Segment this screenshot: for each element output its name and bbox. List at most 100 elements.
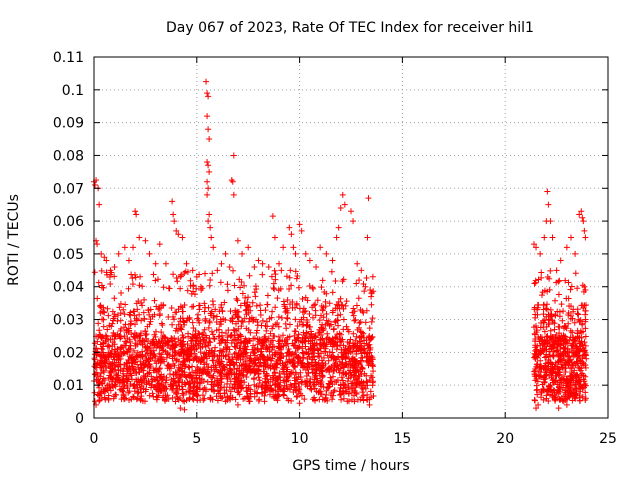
data-point bbox=[245, 385, 252, 392]
data-point bbox=[366, 334, 373, 341]
data-point bbox=[116, 353, 123, 360]
data-point bbox=[537, 349, 544, 356]
data-point bbox=[97, 373, 104, 380]
data-point bbox=[559, 397, 566, 404]
data-point bbox=[239, 371, 246, 378]
y-axis-label: ROTI / TECUs bbox=[6, 194, 22, 286]
data-point bbox=[197, 283, 204, 290]
data-point bbox=[106, 372, 113, 379]
data-point bbox=[196, 386, 203, 393]
data-point bbox=[325, 365, 332, 372]
data-point bbox=[122, 338, 129, 345]
data-point bbox=[179, 315, 186, 322]
data-point bbox=[137, 340, 144, 347]
data-point bbox=[322, 348, 329, 355]
data-point bbox=[113, 359, 120, 366]
data-point bbox=[318, 391, 325, 398]
data-point bbox=[329, 289, 336, 296]
data-point bbox=[117, 327, 124, 334]
data-point bbox=[293, 393, 300, 400]
data-point bbox=[576, 377, 583, 384]
data-point bbox=[324, 352, 331, 359]
data-point bbox=[338, 396, 345, 403]
data-point bbox=[370, 393, 377, 400]
data-point bbox=[239, 290, 246, 297]
data-point bbox=[307, 346, 314, 353]
data-point bbox=[309, 335, 316, 342]
data-point bbox=[545, 397, 552, 404]
data-point bbox=[298, 227, 305, 234]
data-point bbox=[218, 260, 225, 267]
data-point bbox=[232, 349, 239, 356]
data-point bbox=[115, 374, 122, 381]
data-point bbox=[310, 396, 317, 403]
data-point bbox=[148, 373, 155, 380]
data-point bbox=[130, 244, 137, 251]
data-point bbox=[314, 297, 321, 304]
data-point bbox=[575, 311, 582, 318]
data-point bbox=[273, 375, 280, 382]
data-point bbox=[209, 374, 216, 381]
data-point bbox=[306, 257, 313, 264]
data-point bbox=[219, 337, 226, 344]
data-point bbox=[547, 327, 554, 334]
y-tick-labels: 0 0.01 0.02 0.03 0.04 0.05 0.06 0.07 0.08 0.09 0.1… bbox=[53, 50, 84, 427]
data-point bbox=[351, 308, 358, 315]
data-point bbox=[138, 379, 145, 386]
data-point bbox=[270, 280, 277, 287]
data-point bbox=[204, 378, 211, 385]
data-point bbox=[140, 309, 147, 316]
data-point bbox=[534, 378, 541, 385]
data-point bbox=[336, 330, 343, 337]
data-point bbox=[222, 398, 229, 405]
data-point bbox=[218, 329, 225, 336]
data-point bbox=[190, 389, 197, 396]
plot-frame bbox=[93, 56, 609, 419]
data-point bbox=[210, 350, 217, 357]
data-point bbox=[200, 330, 207, 337]
data-point bbox=[569, 374, 576, 381]
data-point bbox=[209, 298, 216, 305]
data-point bbox=[303, 317, 310, 324]
data-point bbox=[204, 90, 211, 97]
data-point bbox=[576, 392, 583, 399]
data-point bbox=[216, 379, 223, 386]
data-point bbox=[223, 387, 230, 394]
data-point bbox=[130, 347, 137, 354]
x-tick-label: 0 bbox=[90, 431, 99, 447]
data-point bbox=[565, 310, 572, 317]
data-point bbox=[145, 358, 152, 365]
data-point bbox=[579, 385, 586, 392]
data-point bbox=[292, 369, 299, 376]
data-point bbox=[94, 338, 101, 345]
data-point bbox=[92, 181, 99, 188]
data-point bbox=[541, 328, 548, 335]
data-point bbox=[131, 330, 138, 337]
data-point bbox=[207, 394, 214, 401]
data-point bbox=[358, 343, 365, 350]
data-point bbox=[99, 333, 106, 340]
data-point bbox=[562, 368, 569, 375]
data-point bbox=[318, 284, 325, 291]
data-point bbox=[245, 318, 252, 325]
x-tick-labels: 0 5 10 15 20 25 bbox=[90, 431, 617, 447]
data-point bbox=[187, 277, 194, 284]
data-point bbox=[579, 370, 586, 377]
data-point bbox=[573, 344, 580, 351]
data-point bbox=[160, 340, 167, 347]
data-point bbox=[120, 385, 127, 392]
data-point bbox=[207, 349, 214, 356]
data-point bbox=[278, 314, 285, 321]
data-point bbox=[204, 191, 211, 198]
data-point bbox=[191, 291, 198, 298]
data-point bbox=[262, 357, 269, 364]
data-point bbox=[150, 367, 157, 374]
data-point bbox=[112, 364, 119, 371]
data-point bbox=[301, 338, 308, 345]
data-point bbox=[247, 391, 254, 398]
data-point bbox=[269, 308, 276, 315]
data-point bbox=[120, 365, 127, 372]
data-point bbox=[348, 396, 355, 403]
data-point bbox=[204, 159, 211, 166]
data-point bbox=[344, 378, 351, 385]
